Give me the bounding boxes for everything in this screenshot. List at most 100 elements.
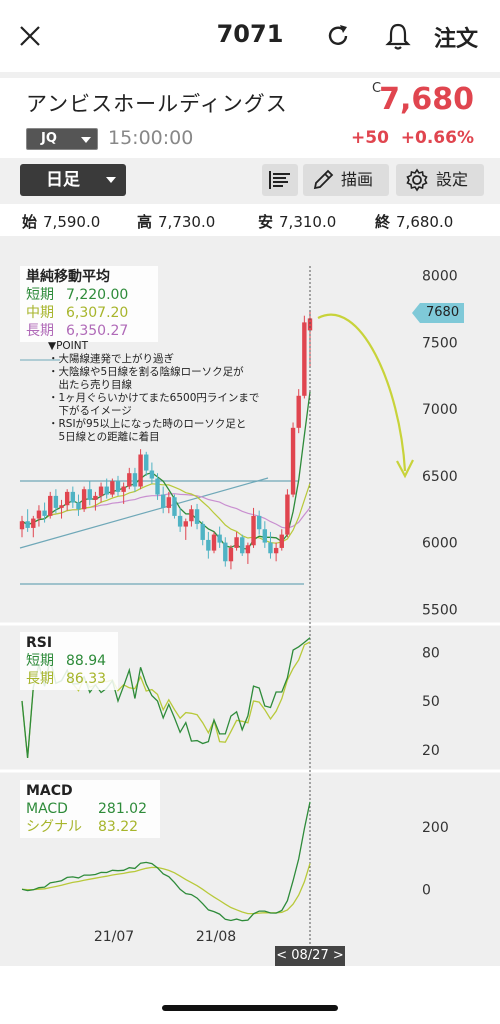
candle-body [115, 481, 121, 492]
macd-line [21, 801, 311, 922]
change-absolute: +50 [351, 128, 389, 148]
home-indicator[interactable] [162, 1005, 338, 1011]
candle-body [104, 486, 109, 495]
note-line: 出たら売り目線 [48, 379, 132, 391]
candle-body [273, 547, 279, 554]
rsi-axis-tick: 20 [422, 743, 440, 759]
refresh-icon[interactable] [324, 22, 352, 50]
price-flag: C [372, 81, 382, 96]
candle-body [172, 497, 177, 516]
current-price: 7,680 [379, 82, 474, 117]
candle-body [200, 523, 205, 540]
candle-body [223, 542, 228, 562]
market-label: JQ [41, 131, 57, 146]
indicator-list-button[interactable] [262, 164, 298, 196]
stock-code-title: 7071 [216, 20, 284, 48]
sma-legend-row: 短期 7,220.00 [26, 286, 152, 304]
price-axis-tick: 8000 [422, 269, 458, 285]
candle-body [144, 454, 149, 471]
candle-body [189, 509, 194, 522]
candle-body [93, 495, 98, 500]
forecast-arrowhead [396, 459, 414, 479]
settings-button[interactable]: 設定 [396, 164, 484, 196]
candle-body [48, 495, 53, 516]
draw-button[interactable]: 描画 [303, 164, 389, 196]
chart-area[interactable]: 8000 7500 7000 6500 6000 5500 80 50 20 200 0 21/07 2… [0, 236, 500, 966]
period-select[interactable]: 日足 [20, 164, 126, 196]
sma-short-line [21, 391, 311, 550]
sma-legend-title: 単純移動平均 [26, 269, 110, 285]
note-line: ・RSIが95以上になった時のローソク足と [48, 418, 247, 430]
rsi-short-value: 88.94 [66, 653, 107, 669]
macd-label: MACD [26, 801, 68, 817]
note-line: 5日線との距離に着目 [48, 431, 160, 443]
rsi-short-label: 短期 [26, 653, 54, 669]
sma-legend-row: 中期 6,307.20 [26, 304, 152, 322]
candle-body [268, 542, 273, 554]
candle-body [251, 515, 256, 546]
close-label: 終 [375, 213, 391, 231]
candle-body [234, 537, 239, 548]
candle-body [25, 521, 30, 528]
ohlc-high: 高 7,730.0 [137, 211, 215, 232]
caret-down-icon [106, 177, 116, 183]
candle-body [194, 509, 200, 524]
market-select[interactable]: JQ [26, 128, 98, 150]
low-label: 安 [258, 213, 274, 231]
last-price-tag: 7680 [412, 303, 464, 323]
candle-body [132, 473, 138, 487]
candle-body [59, 505, 64, 508]
price-change: +50 +0.66% [351, 128, 474, 148]
chart-canvas[interactable]: 8000 7500 7000 6500 6000 5500 80 50 20 200 0 21/07 2… [0, 236, 500, 966]
candle-body [228, 547, 234, 562]
price-axis-tick: 6500 [422, 469, 458, 485]
price-axis-tick: 7000 [422, 402, 458, 418]
high-label: 高 [137, 213, 153, 231]
candle-body [245, 545, 251, 554]
rsi-legend-title: RSI [26, 635, 53, 651]
candle-body [64, 491, 70, 506]
draw-label: 描画 [341, 170, 374, 189]
signal-value: 83.22 [98, 819, 139, 835]
candle-body [240, 537, 245, 554]
candle-body [98, 486, 104, 496]
stock-header: アンビスホールディングス C 7,680 JQ 15:00:00 +50 +0.… [0, 78, 500, 158]
date-axis-tick: 21/08 [196, 929, 236, 945]
candle-body [217, 534, 222, 543]
bell-icon[interactable] [384, 21, 412, 51]
candle-body [296, 395, 301, 428]
gear-icon [406, 168, 428, 192]
top-nav: 7071 注文 [0, 0, 500, 72]
candle-body [76, 502, 81, 510]
note-line: ▼POINT [48, 340, 89, 352]
sma-mid-label: 中期 [26, 305, 54, 321]
ohlc-bar: 始 7,590.0 高 7,730.0 安 7,310.0 終 7,680.0 [0, 204, 500, 236]
candle-body [53, 495, 59, 508]
candle-body [87, 489, 92, 500]
settings-label: 設定 [436, 170, 469, 189]
rsi-legend-row: 短期 88.94 [26, 652, 112, 670]
candle-body [206, 539, 211, 551]
sma-short-value: 7,220.00 [66, 287, 129, 303]
candle-body [70, 491, 76, 503]
divider [0, 72, 500, 78]
change-percent: +0.66% [400, 128, 474, 148]
close-icon[interactable] [16, 22, 44, 50]
macd-axis-tick: 200 [422, 820, 449, 836]
crosshair-date-tag: < 08/27 > [275, 946, 345, 966]
candle-body [31, 518, 36, 528]
candle-body [149, 470, 155, 479]
signal-label: シグナル [26, 819, 82, 835]
candle-body [256, 515, 262, 530]
candle-body [166, 497, 172, 508]
order-button[interactable]: 注文 [434, 27, 479, 52]
candle-body [36, 510, 42, 519]
sma-mid-value: 6,307.20 [66, 305, 129, 321]
candle-body [19, 521, 25, 530]
sma-long-value: 6,350.27 [66, 323, 129, 339]
ohlc-open: 始 7,590.0 [22, 211, 100, 232]
candle-body [110, 481, 115, 495]
note-line: ・大陽線連発で上がり過ぎ [48, 353, 174, 365]
stock-name: アンビスホールディングス [26, 92, 288, 116]
sma-short-label: 短期 [26, 287, 54, 303]
